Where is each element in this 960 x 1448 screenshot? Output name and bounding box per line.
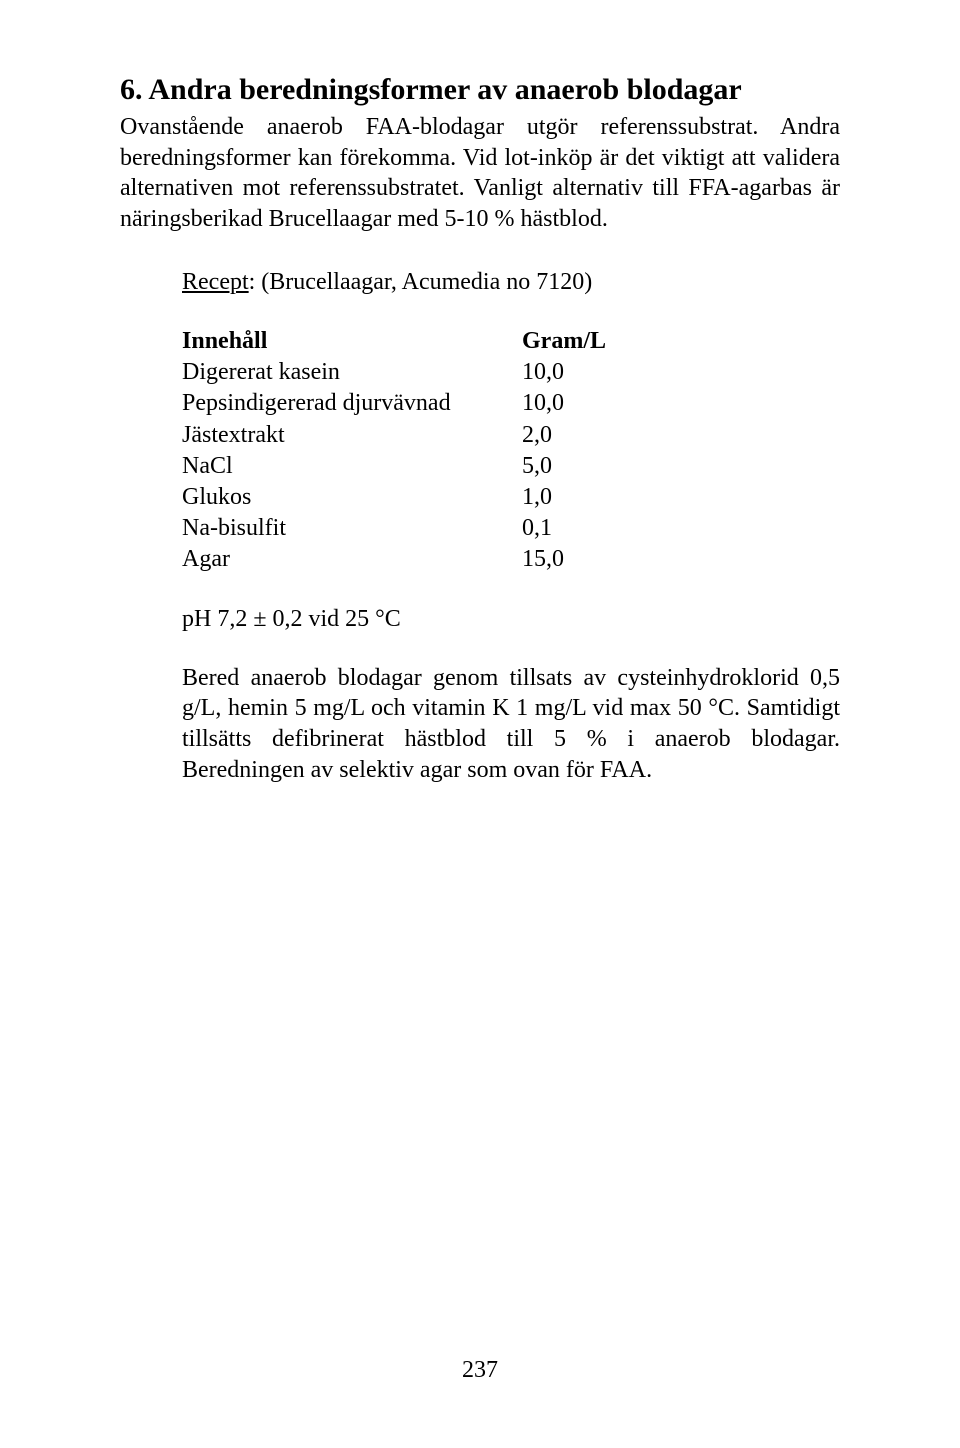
recipe-amount: 10,0: [522, 388, 564, 419]
recipe-table: Innehåll Gram/L Digererat kasein 10,0 Pe…: [182, 326, 840, 576]
recipe-row: Pepsindigererad djurvävnad 10,0: [182, 388, 840, 419]
recipe-row: Agar 15,0: [182, 544, 840, 575]
recipe-header-row: Innehåll Gram/L: [182, 326, 840, 357]
section-heading: 6. Andra beredningsformer av anaerob blo…: [120, 72, 840, 108]
recipe-row: Jästextrakt 2,0: [182, 420, 840, 451]
recipe-ingredient: Na-bisulfit: [182, 513, 522, 544]
recipe-ingredient: Digererat kasein: [182, 357, 522, 388]
recipe-ingredient: Pepsindigererad djurvävnad: [182, 388, 522, 419]
intro-paragraph: Ovanstående anaerob FAA-blodagar utgör r…: [120, 112, 840, 235]
recipe-title: Recept: (Brucellaagar, Acumedia no 7120): [182, 267, 840, 298]
recipe-row: Na-bisulfit 0,1: [182, 513, 840, 544]
recipe-label: Recept: [182, 269, 249, 295]
recipe-ingredient: NaCl: [182, 451, 522, 482]
recipe-amount: 10,0: [522, 357, 564, 388]
recipe-ingredient: Glukos: [182, 482, 522, 513]
recipe-header-label: Innehåll: [182, 326, 522, 357]
recipe-ingredient: Jästextrakt: [182, 420, 522, 451]
recipe-amount: 2,0: [522, 420, 552, 451]
recipe-amount: 0,1: [522, 513, 552, 544]
recipe-amount: 15,0: [522, 544, 564, 575]
recipe-header-value: Gram/L: [522, 326, 606, 357]
recipe-amount: 5,0: [522, 451, 552, 482]
page-number: 237: [0, 1357, 960, 1384]
recipe-amount: 1,0: [522, 482, 552, 513]
recipe-rest: : (Brucellaagar, Acumedia no 7120): [249, 269, 593, 295]
recipe-ingredient: Agar: [182, 544, 522, 575]
recipe-row: NaCl 5,0: [182, 451, 840, 482]
recipe-row: Glukos 1,0: [182, 482, 840, 513]
ph-line: pH 7,2 ± 0,2 vid 25 °C: [182, 604, 840, 635]
page: 6. Andra beredningsformer av anaerob blo…: [0, 0, 960, 1448]
preparation-paragraph: Bered anaerob blodagar genom tillsats av…: [182, 663, 840, 786]
recipe-row: Digererat kasein 10,0: [182, 357, 840, 388]
